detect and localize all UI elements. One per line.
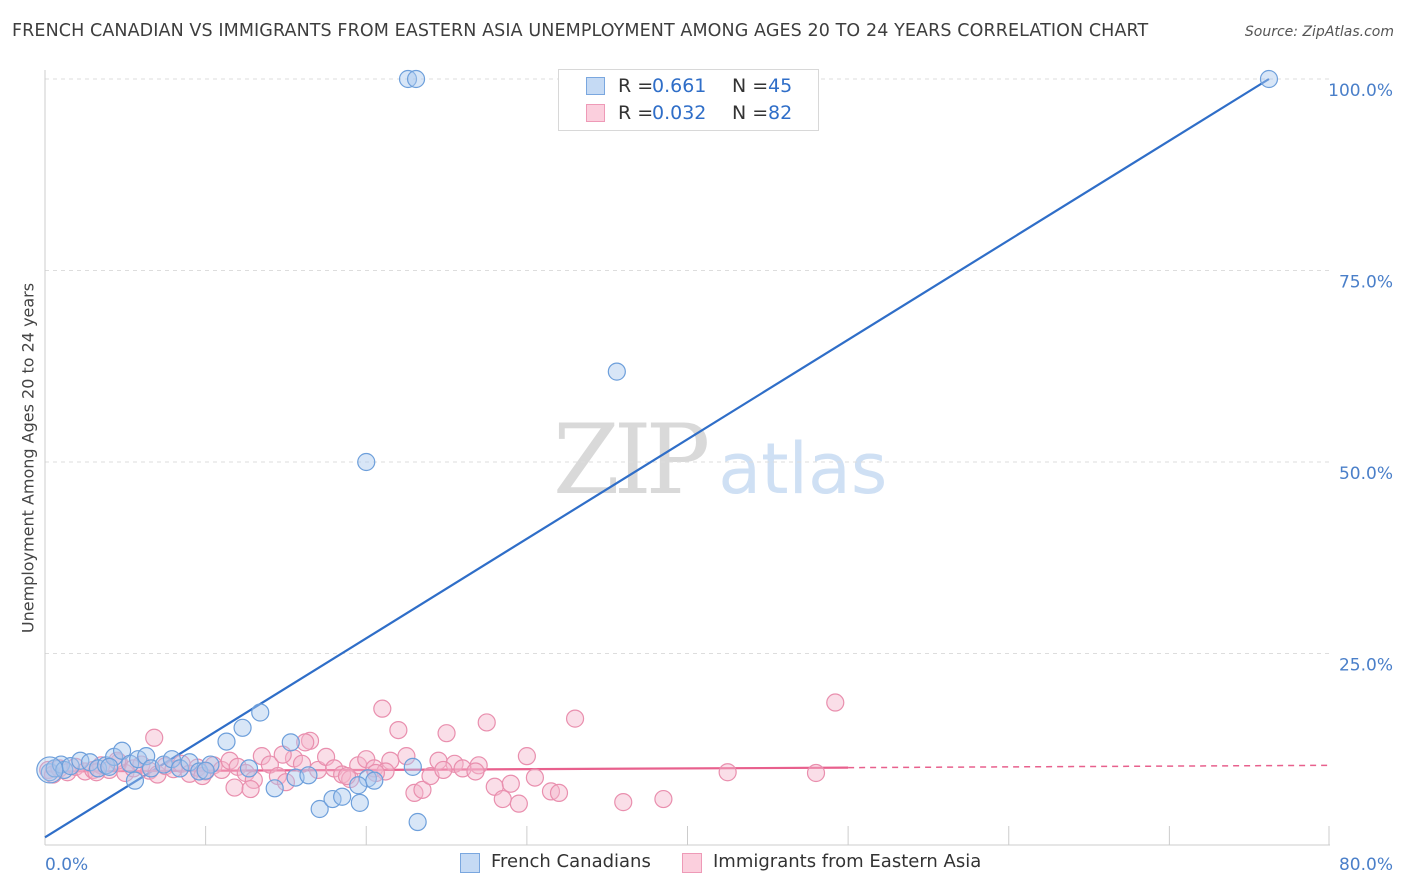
point-french-canadians bbox=[1259, 69, 1279, 89]
bottom-legend-label: Immigrants from Eastern Asia bbox=[713, 851, 982, 872]
legend-r-value: 0.661 bbox=[652, 75, 707, 97]
point-immigrants-eastern-asia bbox=[466, 762, 485, 781]
point-immigrants-eastern-asia bbox=[296, 733, 315, 752]
point-french-canadians bbox=[239, 759, 259, 778]
point-french-canadians bbox=[190, 762, 209, 781]
legend-n-value: 82 bbox=[768, 102, 793, 124]
y-tick-label: 25.0% bbox=[1339, 656, 1393, 676]
chart-title: FRENCH CANADIAN VS IMMIGRANTS FROM EASTE… bbox=[12, 21, 1149, 41]
point-french-canadians bbox=[403, 757, 422, 776]
point-french-canadians bbox=[607, 362, 626, 381]
point-french-canadians bbox=[406, 69, 426, 89]
tick-labels: 25.0% 50.0% 75.0% 100.0% 0.0% 80.0% bbox=[45, 81, 1393, 875]
point-immigrants-eastern-asia bbox=[493, 789, 512, 809]
point-french-canadians bbox=[170, 759, 190, 778]
legend: R = 0.661 N = 45 R = 0.032 N = 82 bbox=[558, 69, 819, 131]
point-immigrants-eastern-asia bbox=[806, 763, 826, 783]
data-points bbox=[36, 69, 1279, 832]
point-immigrants-eastern-asia bbox=[826, 693, 845, 712]
point-french-canadians bbox=[233, 718, 252, 737]
point-immigrants-eastern-asia bbox=[241, 779, 260, 799]
y-tick-label: 100.0% bbox=[1328, 81, 1393, 101]
point-french-canadians bbox=[310, 799, 329, 819]
gridlines bbox=[45, 78, 1330, 654]
point-immigrants-eastern-asia bbox=[718, 763, 737, 782]
point-immigrants-eastern-asia bbox=[225, 778, 244, 797]
trend-lines bbox=[44, 78, 1331, 839]
point-immigrants-eastern-asia bbox=[437, 724, 456, 743]
point-french-canadians bbox=[196, 761, 215, 780]
legend-n-value: 45 bbox=[768, 75, 793, 97]
legend-n-label: N = bbox=[732, 102, 769, 124]
trend-line-immigrants-eastern-asia bbox=[44, 766, 849, 773]
point-french-canadians bbox=[100, 757, 119, 776]
point-french-canadians bbox=[350, 793, 369, 812]
legend-swatch-pink bbox=[586, 104, 605, 122]
point-french-canadians bbox=[365, 771, 384, 790]
trend-line-french-canadians bbox=[44, 78, 1270, 839]
point-immigrants-eastern-asia bbox=[501, 774, 520, 793]
bottom-legend: French Canadians Immigrants from Eastern… bbox=[0, 850, 1406, 880]
point-immigrants-eastern-asia bbox=[517, 747, 536, 766]
point-immigrants-eastern-asia bbox=[549, 783, 569, 803]
point-french-canadians bbox=[125, 771, 145, 790]
point-french-canadians bbox=[180, 753, 199, 772]
point-french-canadians bbox=[349, 776, 368, 795]
point-french-canadians bbox=[112, 741, 132, 760]
point-french-canadians bbox=[265, 779, 284, 798]
point-immigrants-eastern-asia bbox=[276, 773, 296, 792]
legend-n-label: N = bbox=[732, 75, 769, 97]
point-immigrants-eastern-asia bbox=[145, 728, 164, 747]
point-immigrants-eastern-asia bbox=[525, 768, 545, 787]
point-immigrants-eastern-asia bbox=[373, 699, 392, 718]
point-french-canadians bbox=[357, 452, 376, 472]
point-immigrants-eastern-asia bbox=[397, 747, 416, 766]
point-french-canadians bbox=[281, 733, 300, 752]
y-tick-label: 75.0% bbox=[1339, 273, 1393, 293]
point-immigrants-eastern-asia bbox=[413, 780, 432, 799]
point-french-canadians-cluster bbox=[36, 756, 64, 784]
point-immigrants-eastern-asia bbox=[654, 789, 673, 809]
point-french-canadians bbox=[217, 732, 236, 751]
watermark: ZIP atlas bbox=[553, 404, 888, 516]
point-immigrants-eastern-asia bbox=[66, 757, 85, 776]
point-immigrants-eastern-asia bbox=[565, 709, 585, 728]
point-immigrants-eastern-asia bbox=[477, 713, 496, 732]
point-french-canadians bbox=[299, 766, 318, 785]
point-french-canadians bbox=[333, 787, 352, 806]
legend-r-label: R = bbox=[618, 75, 654, 97]
point-immigrants-eastern-asia bbox=[509, 794, 528, 813]
bottom-legend-label: French Canadians bbox=[491, 851, 651, 872]
trend-line-immigrants-eastern-asia-dashed bbox=[848, 764, 1331, 769]
point-immigrants-eastern-asia bbox=[434, 760, 453, 780]
y-tick-label: 50.0% bbox=[1339, 464, 1393, 484]
point-french-canadians bbox=[408, 812, 427, 832]
point-immigrants-eastern-asia bbox=[389, 720, 408, 740]
legend-swatch-blue bbox=[586, 77, 605, 95]
bottom-legend-swatch-pink bbox=[682, 853, 702, 873]
point-french-canadians bbox=[251, 703, 270, 722]
point-immigrants-eastern-asia bbox=[308, 760, 328, 780]
legend-r-label: R = bbox=[618, 102, 654, 124]
x-tick-label: 0.0% bbox=[45, 855, 88, 875]
source-label: Source: ZipAtlas.com bbox=[1244, 24, 1394, 40]
bottom-legend-swatch-blue bbox=[460, 853, 480, 873]
x-tick-label: 80.0% bbox=[1339, 855, 1393, 875]
point-immigrants-eastern-asia bbox=[614, 793, 633, 812]
legend-r-value: 0.032 bbox=[652, 102, 707, 124]
point-french-canadians bbox=[201, 755, 220, 774]
axes bbox=[44, 70, 1330, 846]
